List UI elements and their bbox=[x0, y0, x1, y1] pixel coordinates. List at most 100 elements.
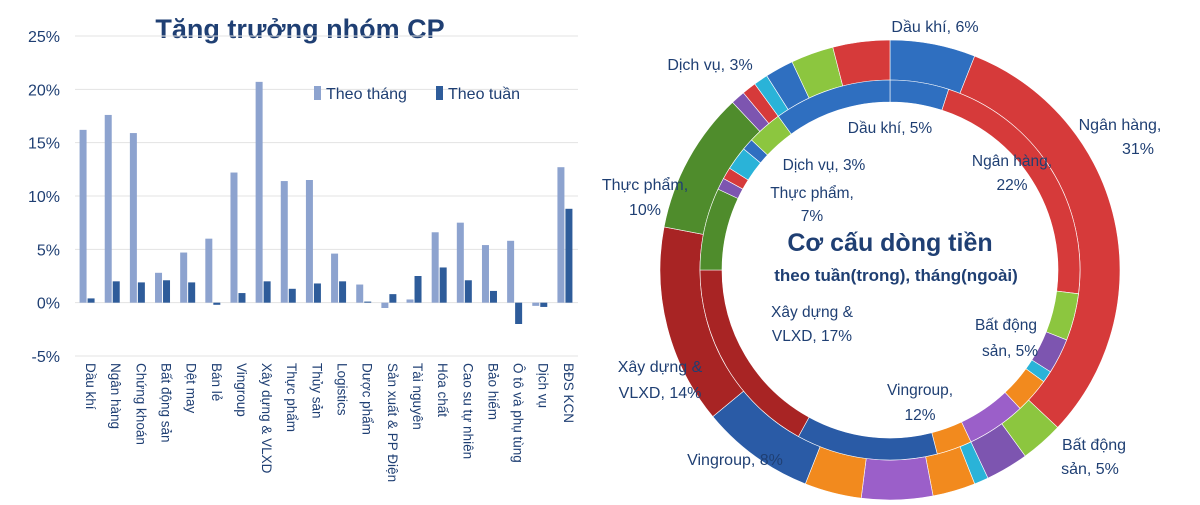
x-tick-label: Chứng khoán bbox=[133, 363, 148, 445]
bar-theo-thang-bat-dong-san bbox=[155, 272, 163, 303]
bar-theo-thang-vingroup bbox=[230, 172, 238, 303]
bar-theo-tuan-bat-dong-san bbox=[163, 280, 171, 303]
donut-title: Cơ cấu dòng tiền bbox=[787, 229, 992, 257]
bar-theo-tuan-san-xuat-pp-dien bbox=[389, 294, 397, 303]
bar-theo-tuan-bao-hiem bbox=[489, 290, 497, 303]
outer-label-dich-vu: Dịch vụ, 3% bbox=[667, 57, 752, 74]
x-tick-label: Hóa chất bbox=[435, 363, 450, 417]
bar-theo-thang-duoc-pham bbox=[356, 284, 364, 303]
bar-theo-thang-bds-kcn bbox=[557, 167, 565, 303]
x-tick-label: Cao su tự nhiên bbox=[460, 363, 475, 459]
legend-swatch-theo-tuan bbox=[436, 86, 443, 100]
y-tick-label: -5% bbox=[32, 349, 60, 366]
bar-theo-thang-chung-khoan bbox=[129, 133, 137, 303]
donut-chart: Cơ cấu dòng tiền theo tuần(trong), tháng… bbox=[602, 19, 1162, 501]
bar-theo-thang-det-may bbox=[180, 252, 188, 303]
bar-theo-thang-thuc-pham bbox=[280, 181, 288, 303]
inner-ring bbox=[699, 79, 1081, 461]
bar-theo-thang-logistics bbox=[331, 253, 339, 303]
y-tick-label: 10% bbox=[28, 189, 60, 206]
bar-theo-thang-o-to-va-phu-tung bbox=[507, 240, 515, 303]
x-tick-label: Logistics bbox=[335, 363, 350, 416]
bar-theo-tuan-thuc-pham bbox=[288, 288, 296, 303]
x-tick-label: Ô tô và phụ tùng bbox=[511, 363, 526, 463]
inner-label-vingroup: Vingroup, 12% bbox=[887, 382, 953, 424]
inner-label-dich-vu: Dịch vụ, 3% bbox=[783, 157, 866, 174]
inner-label-xay-dung-vlxd: Xây dựng & VLXD, 17% bbox=[771, 304, 854, 345]
outer-label-dau-khi: Dầu khí, 6% bbox=[891, 19, 978, 36]
bar-theo-tuan-cao-su-tu-nhien bbox=[464, 280, 472, 303]
bar-grid bbox=[75, 35, 578, 357]
bar-theo-thang-xay-dung-vlxd bbox=[255, 81, 263, 303]
x-tick-label: Ngân hàng bbox=[108, 363, 123, 429]
bar-theo-tuan-xay-dung-vlxd bbox=[263, 281, 271, 303]
inner-label-bat-dong-san: Bất động sản, 5% bbox=[975, 317, 1038, 360]
outer-label-ngan-hang: Ngân hàng, 31% bbox=[1079, 117, 1162, 158]
outer-label-xay-dung-vlxd: Xây dựng & VLXD, 14% bbox=[618, 359, 703, 402]
donut-labels: Dầu khí, 6% Ngân hàng, 31% Bất động sản, 5% V… bbox=[602, 19, 1162, 478]
bar-chart-panel: Tăng trưởng nhóm CP -5% 0% 5% 10% 15% 20% 25% … bbox=[0, 0, 590, 500]
x-tick-label: Thực phẩm bbox=[284, 363, 299, 432]
x-tick-label: BĐS KCN bbox=[561, 363, 576, 423]
outer-label-vingroup: Vingroup, 8% bbox=[687, 452, 783, 469]
bar-theo-thang-ban-le bbox=[205, 238, 213, 303]
bar-theo-thang-cao-su-tu-nhien bbox=[456, 222, 464, 303]
bar-chart-title: Tăng trưởng nhóm CP bbox=[155, 14, 444, 44]
inner-label-thuc-pham: Thực phẩm, 7% bbox=[770, 185, 854, 225]
x-tick-label: Sản xuất & PP Điện bbox=[385, 363, 400, 482]
bar-theo-tuan-logistics bbox=[339, 281, 347, 303]
legend-label-theo-thang: Theo tháng bbox=[326, 86, 407, 103]
inner-label-dau-khi: Dầu khí, 5% bbox=[848, 120, 933, 137]
outer-ring bbox=[659, 39, 1121, 501]
legend-swatch-theo-thang bbox=[314, 86, 321, 100]
x-tick-label: Tài nguyên bbox=[410, 363, 425, 430]
bar-theo-tuan-chung-khoan bbox=[137, 282, 145, 303]
y-tick-label: 5% bbox=[37, 242, 60, 259]
bar-theo-tuan-ngan-hang bbox=[112, 281, 120, 303]
x-tick-label: Dược phẩm bbox=[360, 363, 375, 435]
outer-slice-bat-dong-san bbox=[860, 456, 934, 501]
bar-theo-thang-san-xuat-pp-dien bbox=[381, 302, 389, 308]
y-tick-label: 0% bbox=[37, 296, 60, 313]
bar-theo-tuan-vingroup bbox=[238, 293, 246, 303]
y-tick-label: 15% bbox=[28, 136, 60, 153]
x-tick-label: Bất động sản bbox=[158, 363, 173, 443]
x-tick-label: Thủy sản bbox=[309, 363, 324, 419]
bar-theo-tuan-tai-nguyen bbox=[414, 276, 422, 303]
outer-label-bat-dong-san: Bất động sản, 5% bbox=[1061, 437, 1126, 478]
bar-theo-thang-dich-vu bbox=[532, 302, 540, 306]
outer-slice-segment-16 bbox=[832, 39, 891, 87]
x-tick-label: Xây dựng & VLXD bbox=[259, 363, 274, 474]
bar-chart: Tăng trưởng nhóm CP -5%0%5%10%15%20%25% … bbox=[28, 14, 578, 482]
x-tick-label: Dầu khí bbox=[83, 363, 98, 410]
bar-theo-tuan-ban-le bbox=[213, 302, 221, 305]
x-tick-label: Vingroup bbox=[234, 363, 249, 417]
donut-chart-panel: Cơ cấu dòng tiền theo tuần(trong), tháng… bbox=[590, 0, 1200, 501]
bar-theo-thang-dau-khi bbox=[79, 129, 87, 303]
legend-label-theo-tuan: Theo tuần bbox=[448, 86, 520, 103]
bar-theo-thang-thuy-san bbox=[305, 180, 313, 303]
donut-subtitle: theo tuần(trong), tháng(ngoài) bbox=[774, 266, 1018, 285]
bar-theo-tuan-dich-vu bbox=[540, 302, 548, 307]
x-tick-label: Bán lẻ bbox=[209, 363, 224, 401]
bar-theo-tuan-hoa-chat bbox=[439, 267, 447, 303]
bar-theo-tuan-o-to-va-phu-tung bbox=[515, 302, 523, 324]
bar-theo-tuan-det-may bbox=[188, 282, 196, 303]
bar-series bbox=[79, 81, 573, 324]
inner-label-ngan-hang: Ngân hàng, 22% bbox=[972, 153, 1052, 194]
bar-theo-tuan-thuy-san bbox=[313, 283, 321, 303]
bar-theo-tuan-bds-kcn bbox=[565, 208, 573, 303]
bar-theo-tuan-duoc-pham bbox=[364, 301, 372, 303]
bar-theo-thang-hoa-chat bbox=[431, 232, 439, 303]
x-tick-label: Dệt may bbox=[184, 363, 199, 414]
bar-theo-thang-ngan-hang bbox=[104, 114, 112, 303]
y-tick-label: 25% bbox=[28, 29, 60, 46]
y-axis: -5% 0% 5% 10% 15% 20% 25% bbox=[28, 29, 60, 366]
bar-theo-tuan-dau-khi bbox=[87, 298, 95, 303]
legend: Theo tháng Theo tuần bbox=[314, 86, 520, 103]
y-tick-label: 20% bbox=[28, 82, 60, 99]
bar-theo-thang-bao-hiem bbox=[481, 245, 489, 303]
x-tick-label: Bảo hiểm bbox=[485, 363, 500, 420]
outer-label-thuc-pham: Thực phẩm, 10% bbox=[602, 176, 688, 219]
bar-theo-thang-tai-nguyen bbox=[406, 299, 414, 303]
